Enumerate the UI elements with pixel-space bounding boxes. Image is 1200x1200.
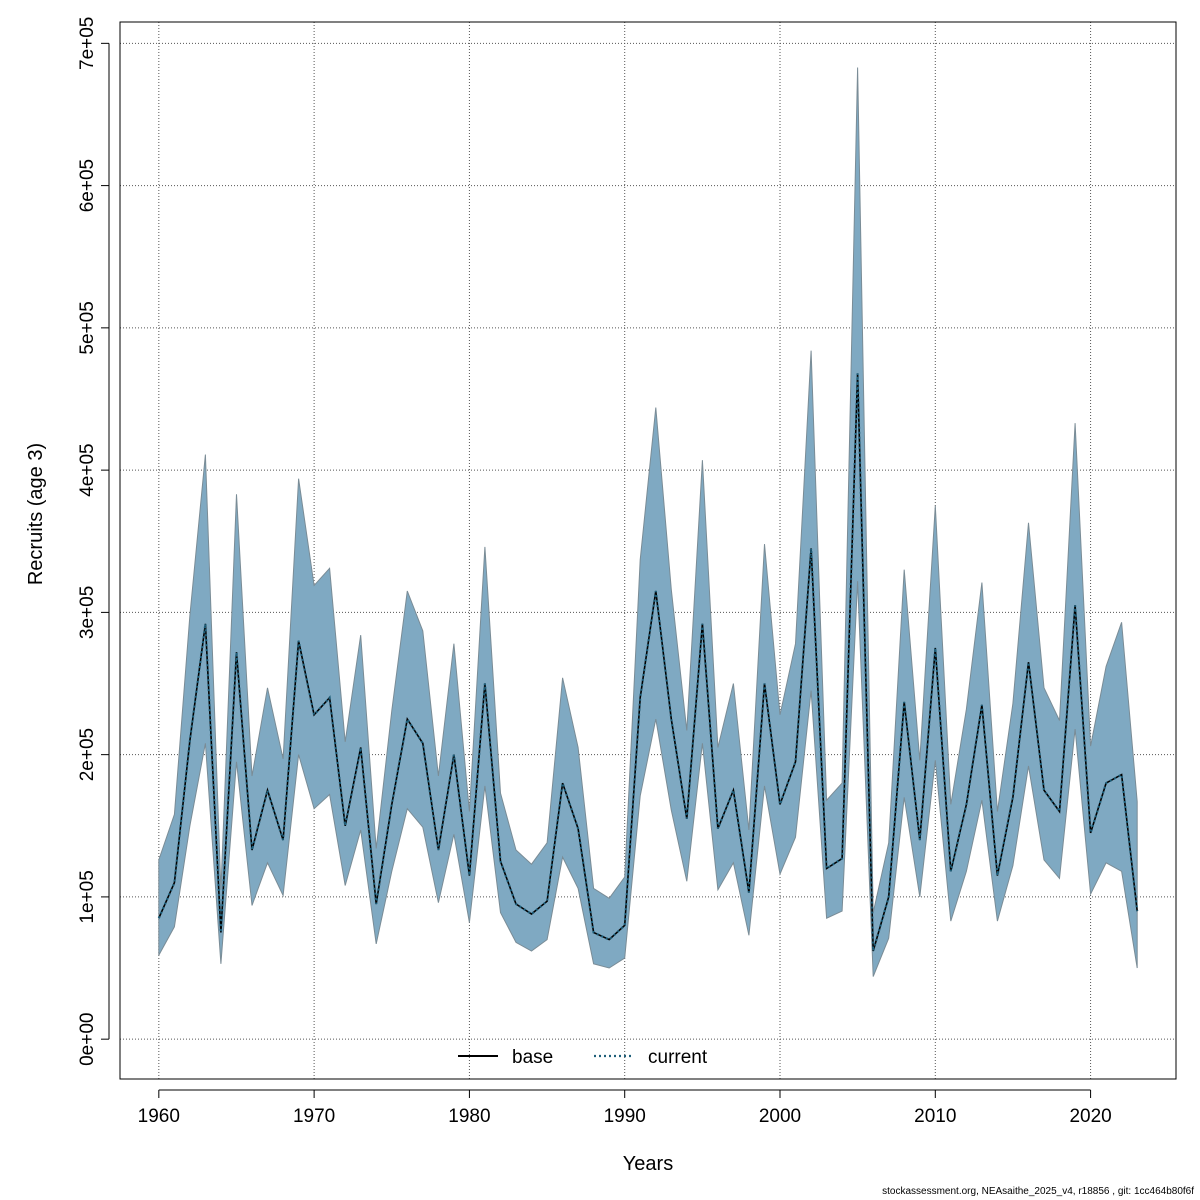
x-tick-label: 1980 [448, 1106, 490, 1127]
y-tick-label: 3e+05 [77, 586, 98, 639]
x-axis: 1960 1970 1980 1990 2000 2010 2020 [138, 1089, 1112, 1127]
y-tick-label: 5e+05 [77, 301, 98, 354]
y-tick-label: 1e+05 [77, 870, 98, 923]
y-tick-label: 7e+05 [77, 17, 98, 70]
y-tick-label: 2e+05 [77, 728, 98, 781]
y-axis: 0e+00 1e+05 2e+05 3e+05 4e+05 5e+05 6e+05 7e+05 [77, 17, 110, 1066]
x-tick-label: 1960 [138, 1106, 180, 1127]
confidence-band-area [158, 67, 1138, 977]
series-lines [157, 373, 1139, 952]
x-tick-label: 2000 [759, 1106, 801, 1127]
x-tick-label: 2020 [1069, 1106, 1111, 1127]
confidence-band [158, 67, 1138, 977]
legend-label-current: current [648, 1047, 708, 1068]
series-line-current [157, 373, 1139, 952]
footer-note: stockassessment.org, NEAsaithe_2025_v4, … [882, 1186, 1194, 1197]
y-axis-title: Recruits (age 3) [25, 443, 47, 585]
x-tick-label: 2010 [914, 1106, 956, 1127]
x-axis-title: Years [623, 1153, 673, 1175]
legend: base current [458, 1047, 708, 1068]
y-tick-label: 0e+00 [77, 1013, 98, 1066]
x-tick-label: 1970 [293, 1106, 335, 1127]
y-tick-label: 6e+05 [77, 159, 98, 212]
x-tick-label: 1990 [604, 1106, 646, 1127]
plot-frame [119, 21, 1177, 1080]
legend-label-base: base [512, 1047, 553, 1068]
y-tick-label: 4e+05 [77, 443, 98, 496]
